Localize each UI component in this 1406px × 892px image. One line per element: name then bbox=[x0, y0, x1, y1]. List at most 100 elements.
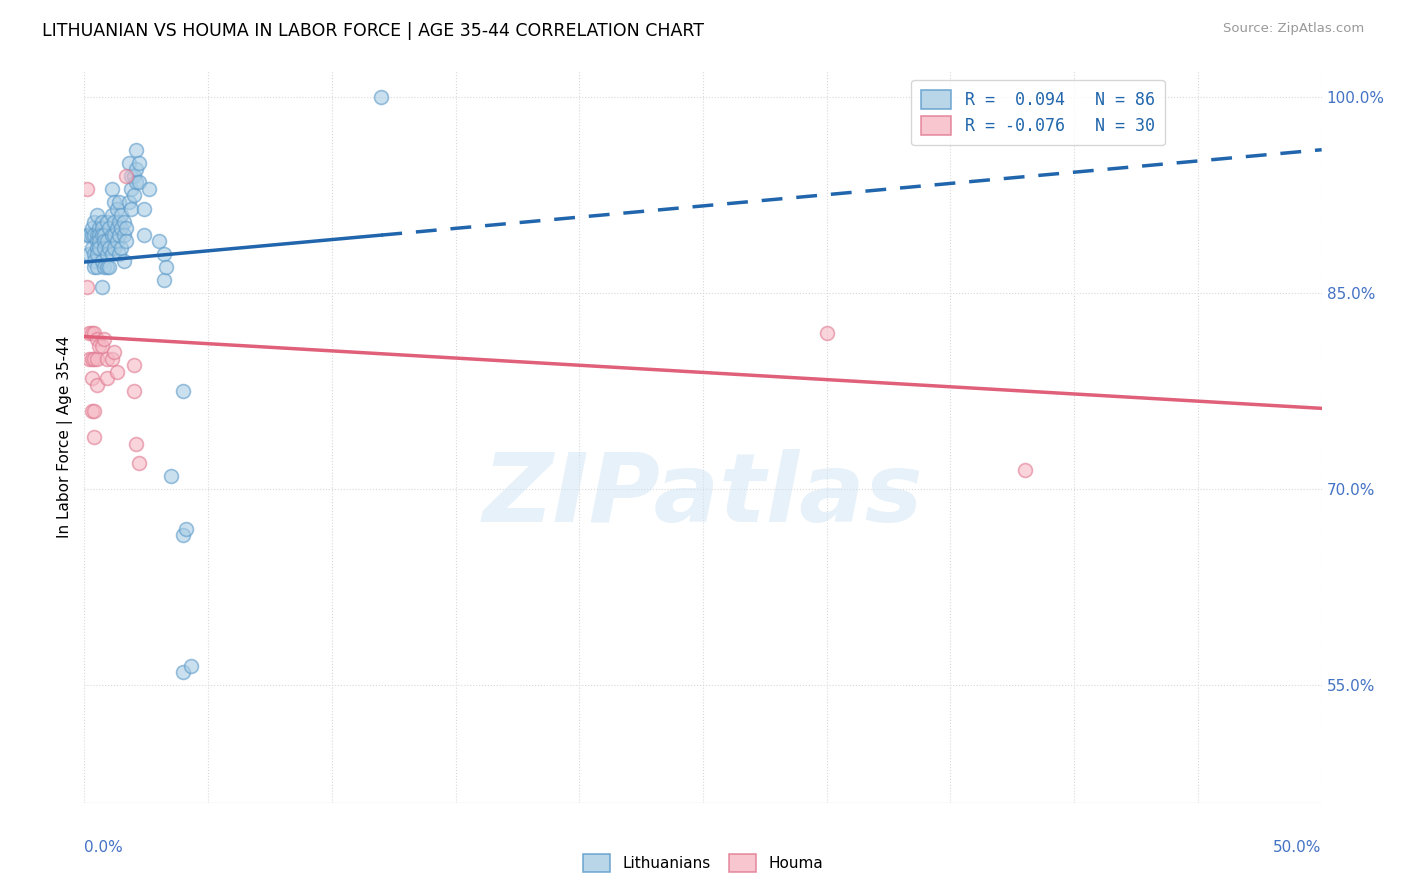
Point bbox=[86, 208, 108, 222]
Point bbox=[79, 351, 101, 366]
Point bbox=[125, 162, 148, 177]
Point bbox=[96, 371, 118, 385]
Point bbox=[83, 351, 105, 366]
Point bbox=[86, 351, 108, 366]
Point bbox=[76, 227, 98, 242]
Point bbox=[105, 202, 128, 216]
Point bbox=[90, 214, 112, 228]
Point bbox=[79, 326, 101, 340]
Point bbox=[89, 227, 111, 242]
Point bbox=[86, 247, 108, 261]
Point bbox=[83, 260, 105, 275]
Point bbox=[125, 436, 148, 450]
Text: ZIPatlas: ZIPatlas bbox=[482, 449, 924, 542]
Point bbox=[120, 182, 142, 196]
Point bbox=[105, 221, 128, 235]
Point bbox=[96, 260, 118, 275]
Point bbox=[370, 90, 392, 104]
Point bbox=[152, 247, 174, 261]
Point bbox=[86, 227, 108, 242]
Point bbox=[83, 253, 105, 268]
Point bbox=[86, 332, 108, 346]
Point bbox=[80, 227, 103, 242]
Point bbox=[110, 221, 132, 235]
Point bbox=[83, 214, 105, 228]
Point bbox=[125, 143, 148, 157]
Point bbox=[112, 227, 135, 242]
Point bbox=[89, 221, 111, 235]
Point bbox=[86, 377, 108, 392]
Point bbox=[115, 221, 138, 235]
Point bbox=[83, 404, 105, 418]
Point bbox=[103, 345, 125, 359]
Point bbox=[122, 188, 145, 202]
Point bbox=[89, 234, 111, 248]
Point bbox=[79, 247, 101, 261]
Y-axis label: In Labor Force | Age 35-44: In Labor Force | Age 35-44 bbox=[58, 336, 73, 538]
Point bbox=[120, 169, 142, 183]
Point bbox=[90, 339, 112, 353]
Point bbox=[128, 456, 150, 470]
Point bbox=[89, 339, 111, 353]
Point bbox=[110, 241, 132, 255]
Point bbox=[90, 221, 112, 235]
Point bbox=[105, 234, 128, 248]
Point bbox=[83, 227, 105, 242]
Text: Source: ZipAtlas.com: Source: ZipAtlas.com bbox=[1223, 22, 1364, 36]
Point bbox=[108, 194, 131, 209]
Legend: Lithuanians, Houma: Lithuanians, Houma bbox=[575, 847, 831, 880]
Text: LITHUANIAN VS HOUMA IN LABOR FORCE | AGE 35-44 CORRELATION CHART: LITHUANIAN VS HOUMA IN LABOR FORCE | AGE… bbox=[42, 22, 704, 40]
Point bbox=[180, 658, 202, 673]
Point bbox=[76, 280, 98, 294]
Point bbox=[125, 175, 148, 189]
Point bbox=[96, 247, 118, 261]
Point bbox=[108, 214, 131, 228]
Point bbox=[103, 227, 125, 242]
Point bbox=[112, 214, 135, 228]
Point bbox=[128, 156, 150, 170]
Point bbox=[93, 241, 115, 255]
Point bbox=[80, 371, 103, 385]
Point bbox=[89, 241, 111, 255]
Point bbox=[174, 521, 197, 535]
Point bbox=[128, 175, 150, 189]
Point bbox=[93, 332, 115, 346]
Point bbox=[93, 234, 115, 248]
Point bbox=[83, 247, 105, 261]
Point bbox=[115, 234, 138, 248]
Point bbox=[118, 156, 141, 170]
Point bbox=[83, 326, 105, 340]
Point bbox=[90, 253, 112, 268]
Point bbox=[118, 194, 141, 209]
Point bbox=[105, 365, 128, 379]
Point bbox=[96, 351, 118, 366]
Point bbox=[90, 280, 112, 294]
Point bbox=[110, 208, 132, 222]
Point bbox=[132, 227, 155, 242]
Text: 0.0%: 0.0% bbox=[84, 840, 124, 855]
Point bbox=[93, 260, 115, 275]
Point bbox=[86, 234, 108, 248]
Point bbox=[100, 182, 122, 196]
Point bbox=[86, 241, 108, 255]
Point bbox=[80, 221, 103, 235]
Point bbox=[120, 202, 142, 216]
Point bbox=[122, 169, 145, 183]
Point bbox=[80, 326, 103, 340]
Point bbox=[86, 260, 108, 275]
Point bbox=[1014, 463, 1036, 477]
Point bbox=[100, 247, 122, 261]
Point bbox=[103, 241, 125, 255]
Point bbox=[100, 208, 122, 222]
Point bbox=[155, 260, 177, 275]
Point bbox=[76, 182, 98, 196]
Point bbox=[98, 221, 121, 235]
Point bbox=[80, 404, 103, 418]
Point bbox=[80, 351, 103, 366]
Point bbox=[172, 528, 194, 542]
Point bbox=[115, 169, 138, 183]
Point bbox=[103, 214, 125, 228]
Point bbox=[160, 469, 183, 483]
Point bbox=[122, 384, 145, 399]
Point bbox=[108, 247, 131, 261]
